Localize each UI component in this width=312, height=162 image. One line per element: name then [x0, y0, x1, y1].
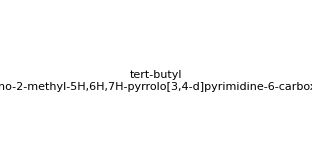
Text: tert-butyl 4-amino-2-methyl-5H,6H,7H-pyrrolo[3,4-d]pyrimidine-6-carboxylate: tert-butyl 4-amino-2-methyl-5H,6H,7H-pyr… — [0, 70, 312, 92]
